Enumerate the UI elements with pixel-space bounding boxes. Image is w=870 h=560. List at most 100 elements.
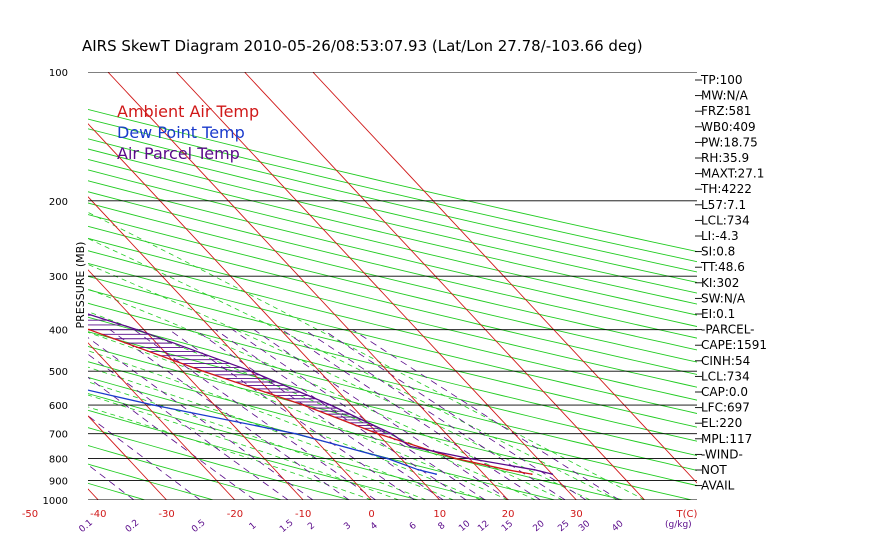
parcel-temp-point [551,473,554,476]
parcel-temp-point [533,468,536,471]
mixing-ratio-label: 10 [457,519,472,534]
index-entry: TT:48.6 [700,260,745,274]
dry-adiabat [88,427,351,500]
dry-adiabat [88,158,697,305]
bottom-temp-tick-label: 30 [570,509,583,520]
index-entry: CAP:0.0 [701,385,748,399]
dry-adiabat [88,393,487,500]
ambient-temp-point [302,404,305,406]
dry-adiabat [88,376,556,500]
dry-adiabat [0,72,9,500]
mixing-ratio-label: 12 [476,519,491,534]
isotherm [0,72,30,500]
index-entry: LI:-4.3 [701,229,739,243]
index-entry: EL:220 [701,416,742,430]
dry-adiabat [88,250,697,401]
mixing-ratio-label: 1.5 [278,518,295,535]
chart-title: AIRS SkewT Diagram 2010-05-26/08:53:07.9… [82,37,643,55]
dew-point-point [386,457,389,460]
isotherm [175,72,577,500]
mixing-ratio-label: 2 [306,521,317,532]
bottom-temp-tick-label: -10 [295,509,311,520]
legend-entry: Air Parcel Temp [117,144,240,163]
dry-adiabat [88,463,214,500]
moist-adiabat [88,264,591,500]
mixing-ratio-label: 40 [610,519,625,534]
parcel-temp-point [329,404,332,406]
index-entry: MAXT:27.1 [701,167,764,181]
bottom-temp-tick-label: -30 [158,509,174,520]
dry-adiabat [88,302,697,457]
dew-point-point [417,468,420,471]
isotherm [88,342,236,500]
index-entry: -PARCEL- [701,323,755,337]
parcel-temp-point [409,445,412,448]
dry-adiabat [88,225,697,375]
bottom-axis-unit: T(C) [676,509,698,520]
bottom-temp-tick-label: 0 [368,509,374,520]
index-entry: -WIND- [701,447,743,461]
bottom-temp-tick-label: -50 [22,509,38,520]
mixing-ratio-label: 1 [248,521,259,532]
ambient-temp-point [454,457,457,460]
mixing-ratio-line [0,330,88,500]
mixing-ratio-label: 0.2 [124,518,141,535]
index-entry: SI:0.8 [701,245,735,259]
mixing-ratio-label: 4 [369,521,380,533]
parcel-temp-point [468,457,471,460]
ambient-temp-point [530,473,533,476]
isotherm [244,72,646,500]
bottom-temp-tick-label: 20 [502,509,515,520]
index-entry: NOT [701,463,727,477]
moist-adiabat [88,366,454,500]
dry-adiabat [88,169,697,316]
index-entry: CAPE:1591 [701,338,767,352]
legend-entry: Ambient Air Temp [117,102,259,121]
dry-adiabat [88,108,697,253]
ambient-temp-point [88,328,91,331]
isotherm [312,72,697,484]
mixing-ratio-label: 30 [577,519,592,534]
dry-adiabat [88,409,419,500]
index-entry: AVAIL [701,479,735,493]
dry-adiabat [88,275,697,428]
index-entry: FRZ:581 [701,104,751,118]
index-entry: MPL:117 [701,432,752,446]
isotherm [107,72,509,500]
dew-point-point [4,370,6,372]
index-entry: L57:7.1 [701,198,746,212]
index-entry: SW:N/A [701,291,746,305]
mixing-ratio-label: 8 [437,521,448,533]
moist-adiabat [88,406,372,500]
index-entry: TH:4222 [700,182,752,196]
dew-point-point [294,432,297,435]
mixing-ratio-label: 0.1 [78,518,95,535]
dry-adiabat [88,138,697,283]
index-entry: EI:0.1 [701,307,735,321]
index-entry: TP:100 [700,73,743,87]
ambient-temp-point [4,304,6,306]
dry-adiabat [88,262,697,414]
index-entry: LCL:734 [701,213,750,227]
pressure-tick-label: 100 [49,68,68,79]
mixing-ratio-label: 6 [408,521,419,533]
pressure-tick-label: 1000 [43,496,68,507]
pressure-tick-label: 200 [49,197,68,208]
mixing-ratio-label: 3 [342,521,353,532]
legend-entry: Dew Point Temp [117,123,245,142]
mixing-ratio-label: 0.5 [190,518,207,535]
dry-adiabat [88,148,697,294]
dew-point-point [152,404,154,406]
dry-adiabat [88,202,697,351]
y-axis-label: PRESSURE (MB) [74,242,87,329]
pressure-tick-label: 600 [49,401,68,412]
index-entry: LCL:734 [701,369,750,383]
ambient-temp-point [506,468,509,471]
dry-adiabat [88,316,697,471]
dry-adiabat [88,361,624,500]
isotherm [88,196,372,500]
dry-adiabat [88,128,697,273]
mixing-ratio-line [88,376,255,500]
index-entry: LFC:697 [701,401,750,415]
